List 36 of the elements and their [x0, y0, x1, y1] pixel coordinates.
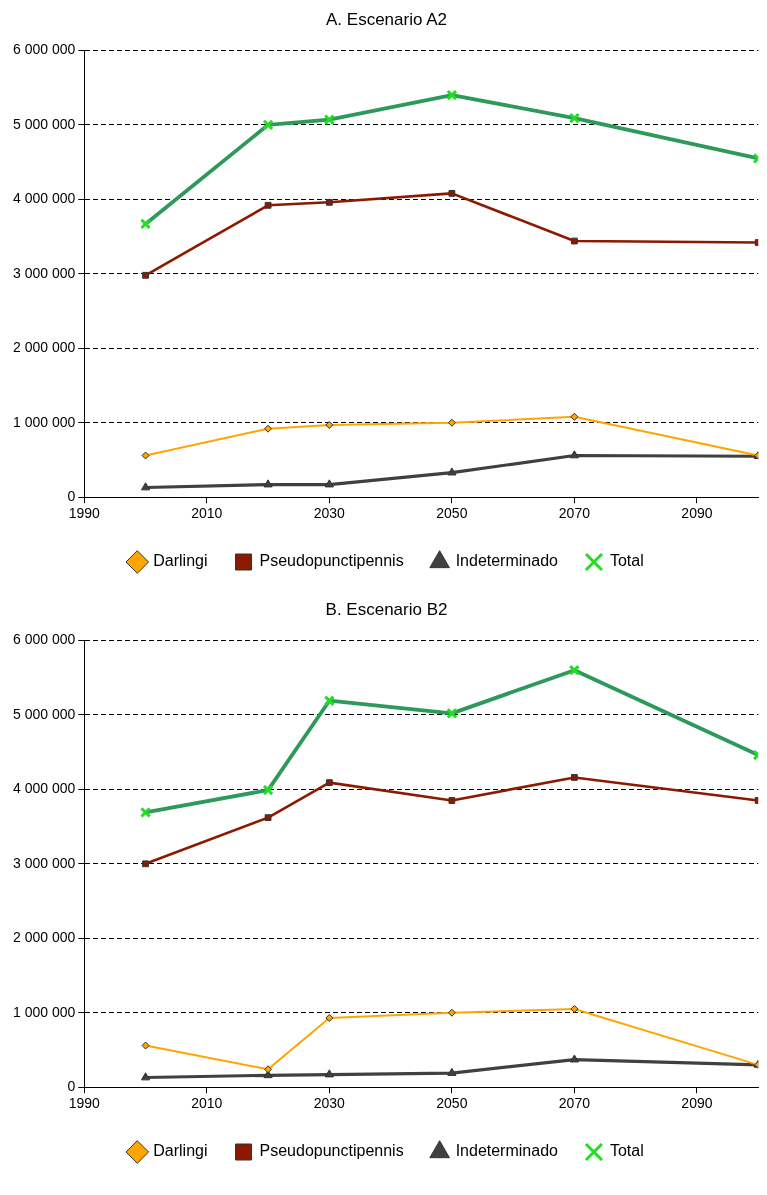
chart-title: B. Escenario B2: [325, 599, 448, 619]
x-tick-label: 2050: [436, 505, 468, 522]
legend-label: Indeterminado: [455, 552, 559, 570]
y-tick-label: 0: [67, 488, 76, 505]
x-tick-label: 2030: [313, 1095, 346, 1112]
y-tick-label: 5 000 000: [12, 705, 76, 722]
y-tick-label: 2 000 000: [12, 339, 76, 356]
x-tick-label: 2030: [313, 505, 346, 522]
y-tick-label: 1 000 000: [12, 413, 76, 430]
legend-label: Total: [609, 1142, 644, 1160]
x-tick-label: 1990: [68, 1095, 101, 1112]
y-tick-label: 1 000 000: [12, 1003, 76, 1020]
x-tick-label: 2050: [436, 1095, 468, 1112]
legend-label: Pseudopunctipennis: [259, 552, 404, 570]
y-tick-label: 0: [67, 1078, 76, 1095]
y-tick-label: 6 000 000: [12, 41, 76, 58]
legend-label: Darlingi: [153, 552, 208, 570]
x-tick-label: 2070: [558, 1095, 591, 1112]
y-tick-label: 4 000 000: [12, 190, 76, 207]
y-tick-label: 3 000 000: [12, 264, 76, 281]
x-tick-label: 2010: [191, 505, 223, 522]
x-tick-label: 2070: [558, 505, 591, 522]
x-tick-label: 2090: [681, 1095, 713, 1112]
x-tick-label: 2010: [191, 1095, 223, 1112]
legend-label: Indeterminado: [455, 1142, 559, 1160]
chart-title: A. Escenario A2: [326, 9, 447, 29]
y-tick-label: 5 000 000: [12, 115, 76, 132]
y-tick-label: 2 000 000: [12, 929, 76, 946]
x-tick-label: 1990: [68, 505, 101, 522]
y-tick-label: 6 000 000: [12, 631, 76, 648]
x-tick-label: 2090: [681, 505, 713, 522]
legend-label: Total: [609, 552, 644, 570]
y-tick-label: 4 000 000: [12, 780, 76, 797]
legend-label: Darlingi: [153, 1142, 208, 1160]
legend-label: Pseudopunctipennis: [259, 1142, 404, 1160]
y-tick-label: 3 000 000: [12, 854, 76, 871]
